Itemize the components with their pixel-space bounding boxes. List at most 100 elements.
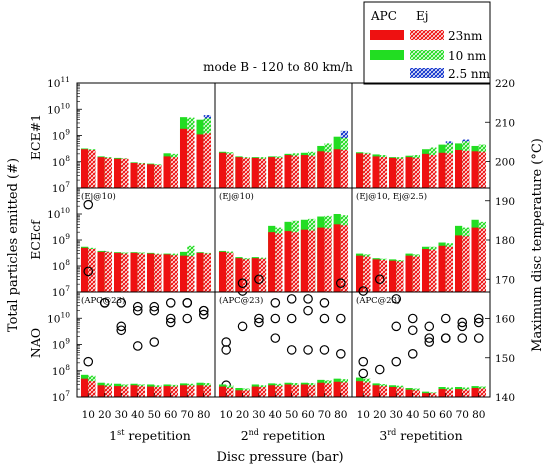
- panel-r0-c2: [351, 82, 491, 367]
- bar-apc-23nm: [388, 157, 397, 188]
- bar-apc-23nm: [251, 258, 259, 292]
- bar-apc-23nm: [317, 382, 325, 397]
- x-tick-label: 60: [439, 409, 452, 421]
- temperature-point: [424, 321, 435, 332]
- bar-ej-23nm: [340, 225, 349, 292]
- temperature-point: [237, 278, 248, 288]
- bar-apc-23nm: [130, 252, 138, 292]
- y-tick-label: 108: [52, 258, 70, 273]
- panel-r1-c0: (Ej@10): [76, 187, 216, 351]
- bar-ej-23nm: [324, 228, 332, 292]
- y-tick-label: 1010: [47, 310, 70, 325]
- bar-apc-23nm: [218, 152, 227, 188]
- x-tick-label: 40: [269, 409, 282, 421]
- y2-tick-label: 170: [495, 274, 515, 286]
- bar-apc-23nm: [333, 381, 341, 397]
- panel-frame: [351, 291, 491, 398]
- bar-ej-23nm: [379, 157, 388, 188]
- x-tick-label: 30: [252, 409, 265, 421]
- bar-apc-23nm: [218, 251, 227, 292]
- temperature-point: [457, 333, 468, 343]
- bar-ej-23nm: [187, 129, 195, 188]
- temperature-point: [336, 349, 346, 359]
- temperature-point: [303, 305, 313, 316]
- temperature-point: [221, 337, 231, 347]
- temperature-point: [99, 297, 110, 308]
- temperature-point: [358, 286, 369, 296]
- bar-ej-23nm: [291, 232, 299, 292]
- bar-ej-23nm: [445, 246, 454, 292]
- bar-ej-23nm: [187, 385, 195, 397]
- bar-apc-23nm: [113, 158, 122, 188]
- temperature-point: [440, 313, 451, 324]
- legend-swatch-apc-10nm: [370, 50, 404, 60]
- bar-ej-23nm: [258, 387, 267, 397]
- y-tick-label: 1010: [47, 206, 70, 221]
- y2-tick-label: 200: [495, 157, 515, 169]
- bar-ej-23nm: [308, 230, 316, 292]
- bar-ej-23nm: [363, 382, 371, 397]
- bar-apc-23nm: [405, 157, 413, 188]
- panel-frame: [76, 291, 216, 398]
- temperature-point: [270, 313, 281, 324]
- bar-ej-23nm: [324, 152, 332, 188]
- temperature-point: [391, 356, 402, 367]
- temperature-point: [374, 274, 385, 285]
- temperature-point: [286, 313, 297, 324]
- temperature-point: [165, 297, 176, 308]
- bar-ej-23nm: [226, 252, 234, 292]
- bar-apc-23nm: [268, 385, 276, 397]
- bar-ej-23nm: [445, 389, 454, 397]
- bar-ej-23nm: [340, 150, 349, 188]
- bar-apc-23nm: [284, 155, 292, 188]
- bar-apc-23nm: [235, 390, 243, 397]
- bar-apc-23nm: [333, 224, 341, 292]
- panel-note: (Ej@10): [81, 191, 116, 202]
- bar-apc-23nm: [268, 157, 276, 188]
- x-tick-label: 60: [164, 409, 177, 421]
- bar-apc-23nm: [196, 385, 204, 397]
- temperature-point: [237, 321, 248, 332]
- bar-ej-23nm: [478, 151, 487, 188]
- bar-ej-23nm: [445, 153, 454, 188]
- bar-apc-23nm: [421, 249, 430, 292]
- temperature-point: [473, 313, 484, 324]
- bar-apc-23nm: [355, 381, 364, 397]
- temperature-point: [83, 356, 94, 367]
- repetition-label-3: 3rd repetition: [379, 428, 462, 443]
- bar-apc-23nm: [146, 164, 155, 188]
- bar-ej-23nm: [478, 228, 487, 292]
- bar-ej-23nm: [462, 389, 470, 397]
- x-tick-label: 70: [318, 409, 331, 421]
- bar-ej-23nm: [203, 133, 212, 188]
- bar-ej-23nm: [203, 385, 212, 397]
- x-tick-label: 20: [236, 409, 249, 421]
- bar-apc-23nm: [355, 153, 364, 188]
- bar-apc-23nm: [471, 151, 479, 188]
- temperature-point: [473, 333, 484, 343]
- temperature-point: [132, 341, 143, 351]
- panel-note: (APC@23): [356, 295, 400, 306]
- y-tick-label: 107: [52, 180, 70, 195]
- legend-label-10nm: 10 nm: [448, 49, 487, 63]
- bar-ej-23nm: [429, 393, 437, 397]
- temperature-point: [336, 278, 346, 288]
- x-tick-label: 30: [115, 409, 128, 421]
- bar-apc-23nm: [196, 134, 204, 188]
- x-tick-label: 20: [98, 409, 111, 421]
- y-tick-label: 107: [52, 284, 70, 299]
- bar-apc-23nm: [146, 253, 155, 292]
- bar-ej-23nm: [412, 256, 421, 292]
- bar-ej-23nm: [396, 158, 404, 188]
- bar-apc-23nm: [218, 386, 227, 397]
- bar-ej-23nm: [154, 254, 162, 292]
- bar-apc-23nm: [317, 227, 325, 292]
- bar-ej-23nm: [242, 390, 250, 397]
- bar-ej-23nm: [478, 388, 487, 397]
- legend-swatch-ej-10nm: [410, 50, 444, 60]
- panel-r2-c0: 10 20 30 40 50 60 70 80 (APC@23): [76, 266, 216, 421]
- bar-ej-23nm: [412, 390, 421, 397]
- temperature-point: [457, 321, 468, 332]
- bar-ej-23nm: [340, 382, 349, 397]
